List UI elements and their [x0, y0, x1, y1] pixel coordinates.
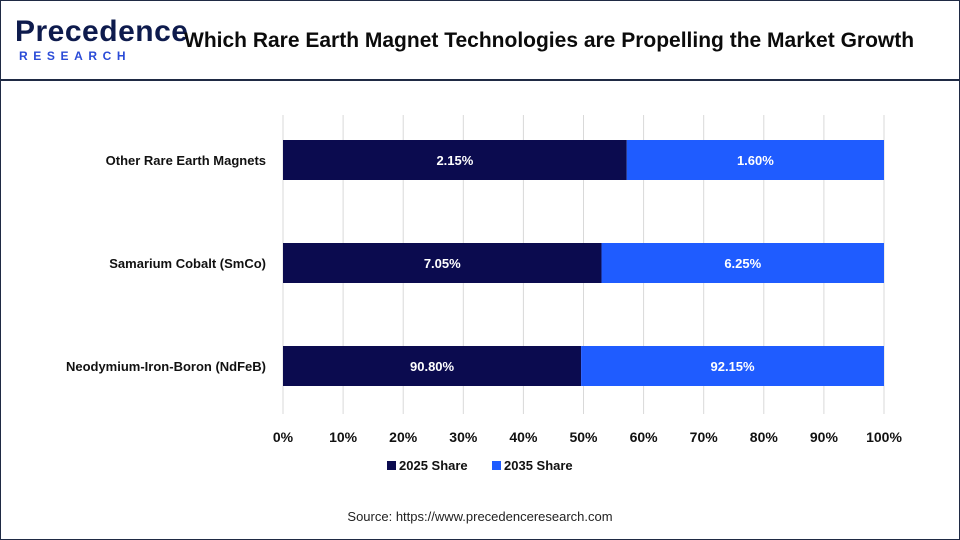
x-tick-label: 100%	[866, 429, 902, 445]
x-tick-label: 30%	[449, 429, 478, 445]
legend-swatch	[492, 461, 501, 470]
legend-label: 2035 Share	[504, 458, 573, 473]
bar-2035-share	[626, 140, 884, 180]
x-tick-label: 70%	[690, 429, 719, 445]
header-divider	[1, 79, 959, 81]
data-label-2025: 2.15%	[436, 153, 473, 168]
category-label: Neodymium-Iron-Boron (NdFeB)	[66, 359, 266, 374]
x-tick-label: 80%	[750, 429, 779, 445]
x-tick-label: 0%	[273, 429, 294, 445]
bar-2025-share	[283, 243, 602, 283]
legend-label: 2025 Share	[399, 458, 468, 473]
x-tick-label: 10%	[329, 429, 358, 445]
data-label-2025: 7.05%	[424, 256, 461, 271]
data-label-2035: 92.15%	[711, 359, 756, 374]
bar-2025-share	[283, 140, 627, 180]
chart-title: Which Rare Earth Magnet Technologies are…	[184, 29, 915, 52]
x-tick-label: 90%	[810, 429, 839, 445]
legend-swatch	[387, 461, 396, 470]
bar-2035-share	[601, 243, 884, 283]
x-tick-label: 20%	[389, 429, 418, 445]
x-tick-label: 50%	[569, 429, 598, 445]
bar-2025-share	[283, 346, 582, 386]
data-label-2025: 90.80%	[410, 359, 455, 374]
precedence-research-logo: Precedence RESEARCH	[15, 15, 188, 65]
category-label: Samarium Cobalt (SmCo)	[109, 256, 266, 271]
x-tick-label: 40%	[509, 429, 538, 445]
logo-wordmark: Precedence	[15, 15, 189, 48]
data-label-2035: 1.60%	[737, 153, 774, 168]
data-label-2035: 6.25%	[724, 256, 761, 271]
logo-subtitle: RESEARCH	[19, 49, 132, 63]
bar-2035-share	[581, 346, 884, 386]
x-tick-label: 60%	[630, 429, 659, 445]
source-note: Source: https://www.precedenceresearch.c…	[347, 509, 613, 524]
header: Precedence RESEARCH Which Rare Earth Mag…	[1, 1, 959, 79]
category-label: Other Rare Earth Magnets	[106, 153, 266, 168]
